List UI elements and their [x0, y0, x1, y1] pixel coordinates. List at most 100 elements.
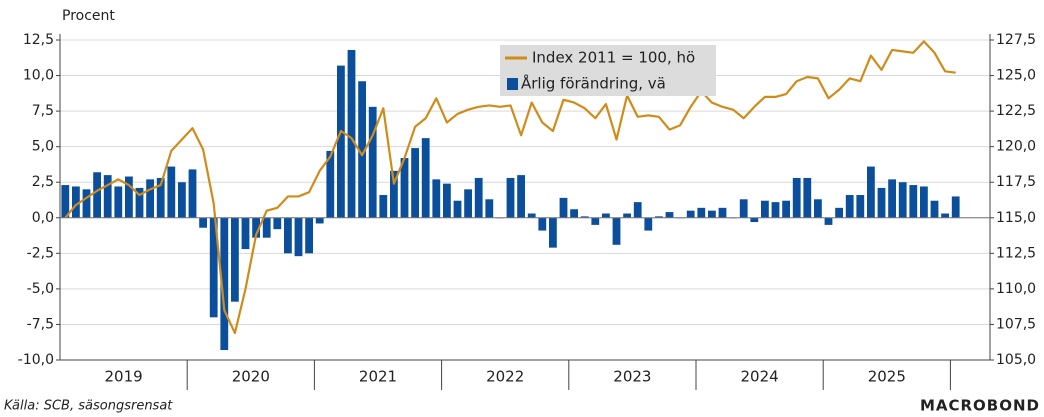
bar: [443, 183, 451, 218]
bar: [824, 217, 833, 225]
y-tick-label: 7,5: [32, 103, 54, 119]
bar: [686, 210, 695, 218]
bar: [644, 217, 653, 231]
bar: [474, 177, 483, 218]
bar: [326, 150, 335, 218]
bar: [167, 166, 176, 218]
bar: [602, 213, 610, 218]
bar: [739, 199, 748, 218]
bar: [262, 217, 271, 238]
bar: [390, 170, 398, 218]
bar: [761, 200, 769, 218]
bar: [580, 216, 589, 218]
x-tick-label: 2023: [613, 368, 651, 386]
y2-tick-label: 122,5: [996, 103, 1036, 119]
bar: [61, 185, 70, 218]
bar: [506, 177, 515, 218]
bar: [82, 189, 91, 218]
y2-tick-label: 120,0: [996, 139, 1036, 155]
bar: [570, 209, 578, 218]
source: Källa: SCB, säsongsrensat: [4, 399, 173, 414]
bar: [114, 186, 123, 218]
bar: [125, 176, 133, 218]
bar: [284, 217, 292, 254]
bar: [209, 217, 218, 318]
y2-tick-label: 110,0: [996, 281, 1036, 297]
bar: [464, 189, 472, 218]
bar: [930, 200, 939, 218]
bar: [135, 187, 144, 218]
bar: [538, 217, 547, 231]
bar: [379, 195, 388, 218]
bar: [888, 179, 896, 218]
bar: [655, 216, 663, 218]
x-tick-label: 2020: [232, 368, 270, 386]
y-tick-label: 0,0: [32, 210, 54, 226]
bar: [188, 169, 197, 218]
legend-label: Index 2011 = 100, hö: [532, 49, 695, 67]
y2-tick-label: 125,0: [996, 68, 1036, 84]
bar: [178, 182, 186, 218]
legend-swatch: [507, 78, 518, 90]
bar: [517, 175, 525, 218]
bar: [665, 212, 674, 218]
bar: [771, 202, 780, 218]
bar: [411, 148, 419, 218]
bar: [231, 217, 239, 302]
bar: [591, 217, 600, 225]
bar: [432, 179, 441, 218]
bar: [453, 200, 462, 218]
y-tick-label: 12,5: [23, 32, 54, 48]
bar: [877, 187, 886, 218]
bar: [633, 202, 642, 218]
bar: [750, 217, 759, 223]
y-tick-label: -2,5: [27, 245, 54, 261]
bar: [909, 185, 918, 218]
logo: MACROBOND: [920, 397, 1040, 415]
bar: [358, 81, 366, 218]
bar: [93, 172, 101, 218]
lines: [64, 40, 956, 335]
y-tick-label: 5,0: [32, 139, 54, 155]
x-tick-label: 2024: [741, 368, 779, 386]
bar: [792, 177, 801, 218]
bar: [559, 197, 568, 218]
bar: [103, 175, 112, 218]
bar: [549, 217, 557, 248]
x-tick-label: 2019: [105, 368, 143, 386]
bar: [273, 217, 282, 230]
bar: [867, 166, 875, 218]
y2-tick-label: 117,5: [996, 174, 1036, 190]
y-tick-label: -10,0: [18, 352, 54, 368]
bar: [337, 65, 345, 218]
bar: [612, 217, 621, 245]
bar: [156, 177, 165, 218]
bar: [146, 179, 154, 218]
line: [64, 40, 956, 335]
bar: [708, 210, 716, 218]
y2-tick-label: 127,5: [996, 32, 1036, 48]
y2-tick-label: 107,5: [996, 316, 1036, 332]
bar: [305, 217, 313, 254]
y-tick-label: -7,5: [27, 316, 54, 332]
x-tick-label: 2021: [359, 368, 397, 386]
bar: [920, 186, 928, 218]
y-axis-title: Procent: [62, 8, 115, 24]
bar: [845, 195, 854, 218]
bar: [803, 177, 812, 218]
bar: [368, 106, 377, 218]
bar: [220, 217, 229, 351]
bar: [835, 207, 843, 218]
y2-tick-label: 112,5: [996, 245, 1036, 261]
bar: [421, 138, 430, 218]
bar: [400, 158, 409, 218]
bar: [527, 213, 536, 218]
y-tick-label: 2,5: [32, 174, 54, 190]
bar: [856, 195, 865, 218]
y2-tick-label: 105,0: [996, 352, 1036, 368]
y-tick-label: 10,0: [23, 68, 54, 84]
bar: [241, 217, 250, 250]
bar: [898, 182, 907, 218]
legend-label: Årlig förändring, vä: [521, 74, 666, 93]
